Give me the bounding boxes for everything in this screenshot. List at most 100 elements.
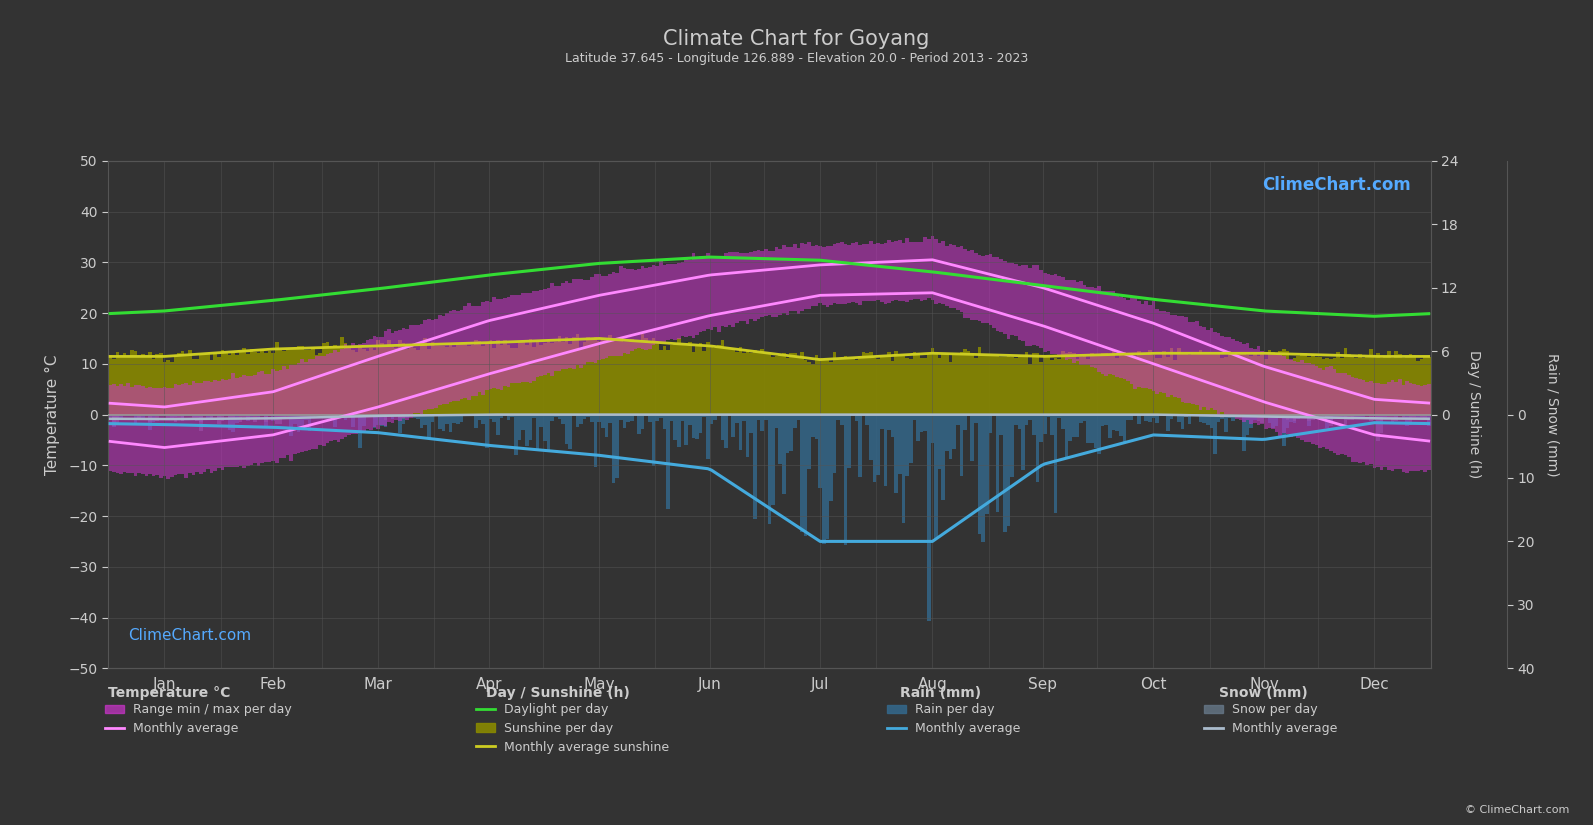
Bar: [210, 414, 213, 420]
Bar: [282, 414, 285, 419]
Bar: [734, 414, 739, 423]
Bar: [626, 342, 629, 414]
Bar: [285, 414, 290, 416]
Bar: [1021, 356, 1024, 414]
Bar: [148, 414, 151, 430]
Bar: [475, 414, 478, 428]
Bar: [507, 345, 510, 414]
Bar: [398, 330, 401, 421]
Bar: [409, 325, 413, 418]
Bar: [1177, 316, 1180, 398]
Bar: [731, 351, 734, 414]
Bar: [1047, 414, 1050, 417]
Bar: [605, 276, 609, 358]
Bar: [1134, 299, 1137, 389]
Bar: [1416, 414, 1419, 419]
Bar: [268, 351, 271, 414]
Bar: [691, 414, 695, 438]
Bar: [529, 339, 532, 414]
Bar: [231, 414, 236, 432]
Bar: [999, 260, 1004, 332]
Bar: [276, 414, 279, 424]
Bar: [1246, 343, 1249, 420]
Bar: [757, 414, 760, 421]
Bar: [301, 346, 304, 414]
Bar: [967, 414, 970, 416]
Bar: [1158, 310, 1163, 392]
Bar: [301, 360, 304, 452]
Bar: [1137, 301, 1141, 388]
Bar: [271, 353, 276, 414]
Bar: [1228, 337, 1231, 417]
Bar: [879, 356, 884, 414]
Bar: [566, 280, 569, 369]
Bar: [1039, 362, 1043, 414]
Bar: [108, 414, 112, 417]
Bar: [202, 352, 205, 414]
Bar: [1043, 357, 1047, 414]
Bar: [919, 243, 924, 301]
Bar: [159, 414, 162, 416]
Bar: [808, 414, 811, 469]
Bar: [1408, 414, 1413, 425]
Bar: [1083, 414, 1086, 421]
Bar: [938, 414, 941, 469]
Bar: [344, 343, 347, 414]
Bar: [116, 352, 119, 414]
Bar: [217, 356, 220, 414]
Bar: [276, 342, 279, 414]
Bar: [460, 414, 464, 422]
Bar: [239, 351, 242, 414]
Bar: [933, 239, 938, 304]
Bar: [1260, 351, 1263, 424]
Bar: [1126, 414, 1129, 420]
Bar: [330, 353, 333, 441]
Bar: [1359, 414, 1362, 419]
Bar: [1383, 414, 1388, 419]
Bar: [1405, 414, 1408, 426]
Bar: [108, 356, 112, 414]
Bar: [441, 414, 444, 431]
Bar: [1064, 280, 1069, 360]
Bar: [268, 414, 271, 417]
Bar: [213, 380, 217, 471]
Bar: [395, 331, 398, 419]
Bar: [1368, 349, 1373, 414]
Bar: [1413, 384, 1416, 471]
Bar: [123, 353, 126, 414]
Bar: [1268, 354, 1271, 428]
Bar: [876, 359, 879, 414]
Bar: [640, 334, 645, 414]
Bar: [811, 364, 814, 414]
Bar: [1035, 265, 1039, 346]
Bar: [231, 374, 236, 468]
Bar: [695, 344, 699, 414]
Bar: [1257, 414, 1260, 422]
Bar: [510, 414, 515, 417]
Bar: [836, 414, 840, 420]
Bar: [749, 252, 753, 319]
Bar: [546, 414, 550, 451]
Bar: [964, 349, 967, 414]
Bar: [634, 270, 637, 349]
Bar: [699, 257, 703, 332]
Bar: [919, 358, 924, 414]
Bar: [1061, 351, 1064, 414]
Bar: [322, 414, 325, 417]
Bar: [941, 241, 945, 304]
Bar: [1198, 350, 1203, 414]
Bar: [1416, 384, 1419, 471]
Bar: [938, 358, 941, 414]
Bar: [145, 389, 148, 476]
Bar: [623, 414, 626, 428]
Bar: [1177, 348, 1180, 414]
Bar: [1368, 414, 1373, 421]
Bar: [1257, 414, 1260, 417]
Bar: [1278, 414, 1282, 418]
Bar: [325, 342, 330, 414]
Bar: [384, 414, 387, 427]
Bar: [307, 359, 311, 450]
Bar: [1362, 414, 1365, 419]
Bar: [253, 352, 256, 414]
Bar: [162, 387, 166, 476]
